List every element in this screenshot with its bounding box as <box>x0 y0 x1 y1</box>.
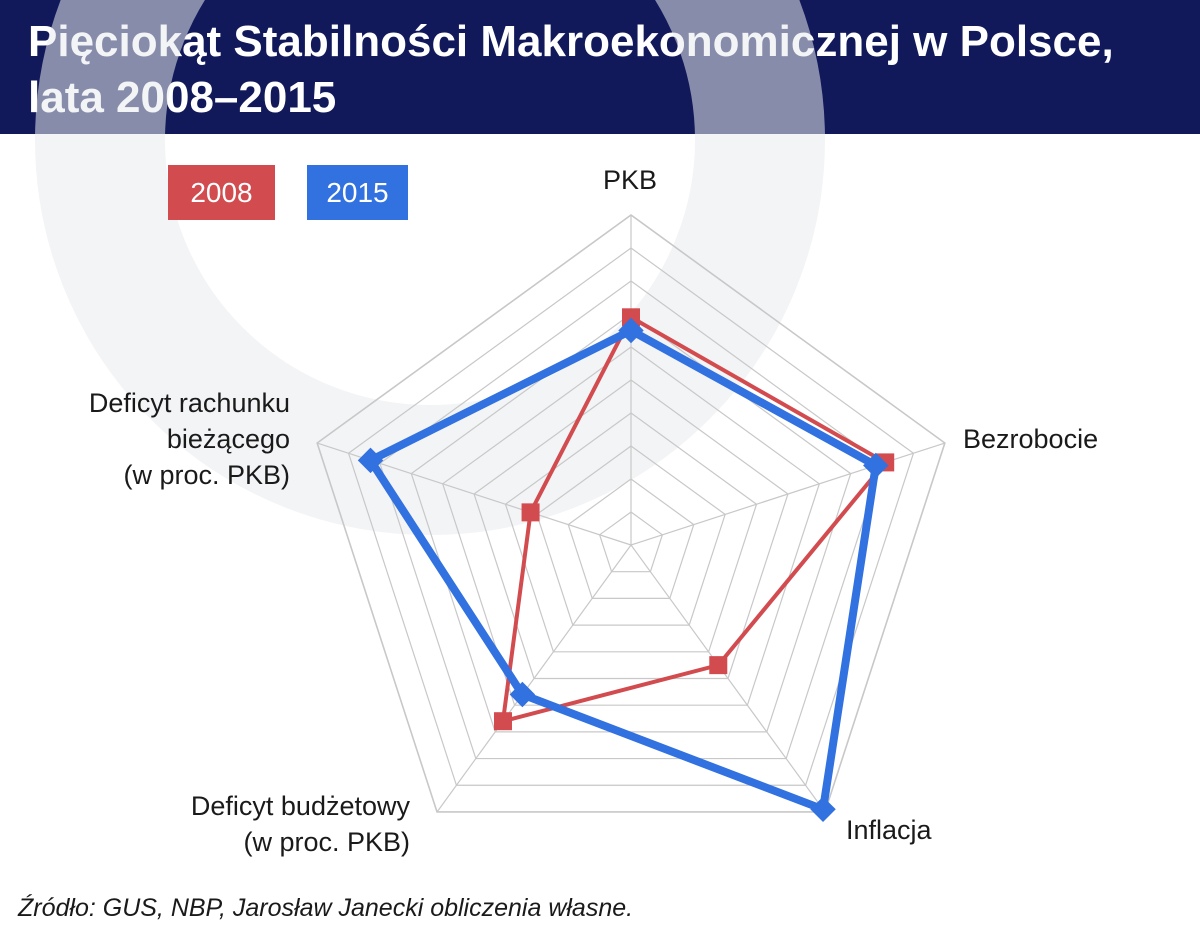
grid-ring-4 <box>504 412 758 653</box>
data-point-2015-4 <box>509 681 536 708</box>
data-point-2015-1 <box>618 317 644 344</box>
data-point-2008-4 <box>493 712 512 731</box>
axis-spoke-2 <box>630 442 946 546</box>
axis-label-deficyt-rachunku: Deficyt rachunku bieżącego (w proc. PKB) <box>20 385 290 493</box>
legend-label-2008: 2008 <box>190 177 253 208</box>
grid-ring-10 <box>316 214 946 813</box>
grid-ring-1 <box>598 511 664 573</box>
legend-item-2015: 2015 <box>307 165 408 220</box>
axis-label-deficyt-budzetowy-line2: (w proc. PKB) <box>243 827 410 857</box>
axis-label-deficyt-budzetowy-line1: Deficyt budżetowy <box>190 791 410 821</box>
data-point-2008-5 <box>521 503 540 522</box>
source-note: Źródło: GUS, NBP, Jarosław Janecki oblic… <box>18 894 634 922</box>
series-line-2015 <box>364 325 881 815</box>
axis-spoke-3 <box>630 544 826 813</box>
grid-ring-9 <box>347 247 915 786</box>
data-point-2015-2 <box>863 452 889 479</box>
data-point-2008-3 <box>709 656 728 675</box>
legend-item-2008: 2008 <box>168 165 275 220</box>
axis-label-pkb: PKB <box>602 165 658 195</box>
data-point-2008-1 <box>622 308 640 327</box>
axis-label-deficyt-rachunku-line3: (w proc. PKB) <box>123 460 290 490</box>
grid-ring-2 <box>567 478 695 599</box>
series-line-2008 <box>500 314 889 724</box>
axis-label-deficyt-rachunku-line1: Deficyt rachunku <box>88 388 290 418</box>
data-point-2015-3 <box>810 796 836 823</box>
legend-label-2015: 2015 <box>326 177 389 208</box>
axis-spoke-4 <box>436 544 632 813</box>
grid-ring-3 <box>536 445 726 626</box>
axis-label-bezrobocie: Bezrobocie <box>963 424 1099 454</box>
axis-label-deficyt-budzetowy: Deficyt budżetowy (w proc. PKB) <box>110 788 410 860</box>
grid-ring-5 <box>473 379 789 680</box>
grid-ring-6 <box>441 346 821 706</box>
axis-label-inflacja: Inflacja <box>846 815 932 845</box>
axis-label-deficyt-rachunku-line2: bieżącego <box>166 424 290 454</box>
data-point-2015-5 <box>357 447 384 474</box>
